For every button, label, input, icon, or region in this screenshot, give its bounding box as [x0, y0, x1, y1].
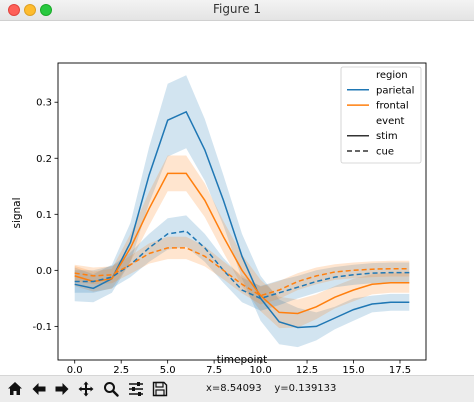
- y-tick-label: 0.3: [36, 98, 52, 109]
- x-tick-label: 10.0: [249, 365, 271, 375]
- close-window-button[interactable]: [8, 4, 20, 16]
- save-icon: [152, 381, 168, 397]
- title-bar: Figure 1: [0, 0, 474, 21]
- configure-subplots-button[interactable]: [125, 378, 147, 400]
- back-icon: [32, 383, 46, 395]
- ci-band-frontal-stim: [74, 155, 410, 329]
- legend: region parietal frontal event stim cue: [340, 66, 422, 164]
- x-tick-label: 0.0: [67, 365, 83, 375]
- forward-icon: [55, 383, 69, 395]
- series-line-frontal-cue: [74, 247, 410, 297]
- legend-entry-stim: stim: [376, 131, 398, 142]
- chart: 0.0 2.5 5.0 7.5 10.0 12.5 15.0 17.5 -0.1 0.0 0.1 0…: [11, 62, 427, 376]
- forward-button[interactable]: [51, 378, 73, 400]
- pan-icon: [78, 381, 94, 397]
- ci-band-parietal-cue: [74, 215, 410, 311]
- window-title: Figure 1: [212, 2, 262, 16]
- axes-frame: [57, 62, 427, 361]
- x-readout: x=8.54093: [206, 383, 262, 394]
- legend-box: [340, 66, 422, 164]
- legend-entry-cue: cue: [376, 147, 394, 158]
- navigation-toolbar: x=8.54093 y=0.139133: [0, 375, 474, 402]
- configure-subplots-icon: [129, 382, 143, 396]
- ci-band-parietal-stim: [74, 75, 410, 348]
- x-axis-label: timepoint: [217, 354, 268, 366]
- zoom-button[interactable]: [100, 378, 122, 400]
- back-button[interactable]: [28, 378, 50, 400]
- legend-entry-parietal: parietal: [376, 85, 414, 96]
- x-tick-label: 7.5: [206, 365, 222, 375]
- cursor-readout: x=8.54093 y=0.139133: [206, 383, 336, 394]
- figure-canvas[interactable]: 0.0 2.5 5.0 7.5 10.0 12.5 15.0 17.5 -0.1 0.0 0.1 0…: [0, 21, 474, 376]
- save-button[interactable]: [149, 378, 171, 400]
- legend-entry-region: region: [376, 70, 408, 81]
- y-tick-label: 0.2: [36, 154, 52, 165]
- x-tick-label: 12.5: [296, 365, 318, 375]
- x-tick-label: 2.5: [113, 365, 129, 375]
- pan-button[interactable]: [75, 378, 97, 400]
- y-tick-label: -0.1: [32, 322, 52, 333]
- legend-entry-event: event: [376, 116, 405, 127]
- zoom-window-button[interactable]: [40, 4, 52, 16]
- series-line-frontal-stim: [74, 172, 410, 315]
- y-axis-label: signal: [11, 197, 23, 228]
- y-tick-label: 0.0: [36, 266, 52, 277]
- y-tick-label: 0.1: [36, 210, 52, 221]
- home-icon: [8, 382, 22, 395]
- y-readout: y=0.139133: [274, 383, 337, 394]
- x-tick-label: 15.0: [342, 365, 364, 375]
- minimize-window-button[interactable]: [24, 4, 36, 16]
- series-line-parietal-stim: [74, 110, 410, 329]
- legend-entry-frontal: frontal: [376, 101, 409, 112]
- zoom-icon: [104, 382, 119, 397]
- ci-band-frontal-cue: [74, 236, 410, 305]
- home-button[interactable]: [4, 378, 26, 400]
- x-tick-label: 5.0: [160, 365, 176, 375]
- x-tick-label: 17.5: [389, 365, 411, 375]
